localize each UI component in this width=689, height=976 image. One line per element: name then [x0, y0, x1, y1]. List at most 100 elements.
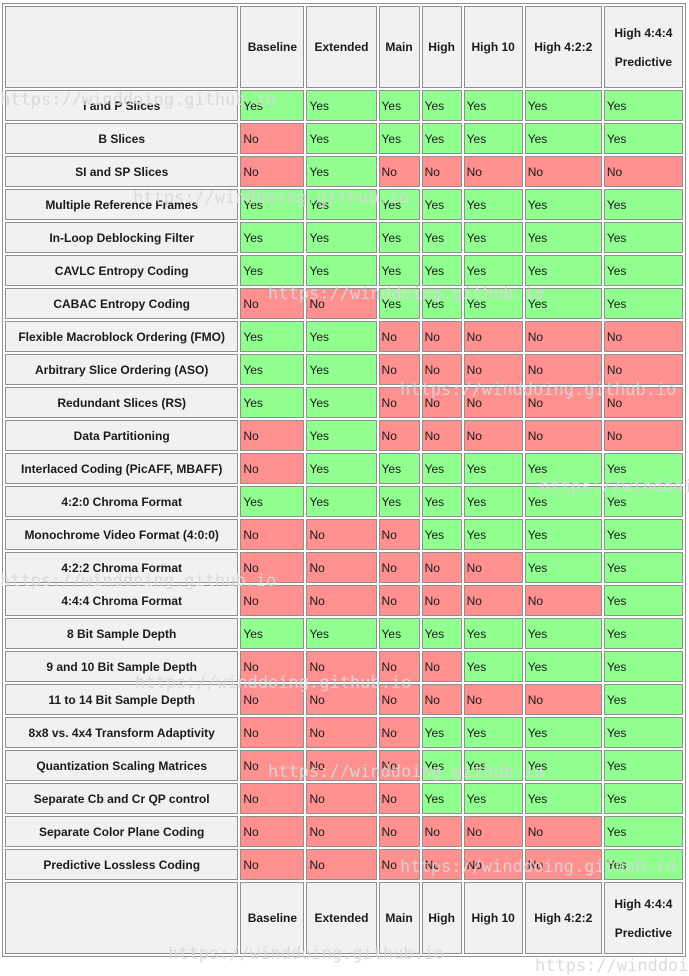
- table-row: Interlaced Coding (PicAFF, MBAFF) No Yes Ye…: [5, 453, 683, 484]
- support-cell-baseline: Yes: [240, 387, 305, 418]
- support-cell-baseline: Yes: [240, 90, 305, 121]
- watermark-text: https://winddoing.github.io: [535, 956, 689, 976]
- support-cell-high-10: No: [463, 849, 523, 880]
- support-cell-extended: Yes: [306, 618, 377, 649]
- support-cell-high: Yes: [421, 123, 462, 154]
- support-cell-extended: No: [306, 651, 377, 682]
- support-cell-high-10: Yes: [463, 222, 523, 253]
- support-cell-baseline: No: [240, 123, 305, 154]
- support-cell-main: No: [378, 717, 420, 748]
- support-cell-high-10: Yes: [463, 519, 523, 550]
- support-cell-high-10: Yes: [463, 486, 523, 517]
- feature-label: CABAC Entropy Coding: [5, 288, 239, 319]
- support-cell-high-422: Yes: [524, 618, 602, 649]
- table-row: 11 to 14 Bit Sample Depth No No No No No No Yes: [5, 684, 683, 715]
- support-cell-main: No: [378, 849, 420, 880]
- support-cell-extended: Yes: [306, 486, 377, 517]
- support-cell-baseline: No: [240, 750, 305, 781]
- support-cell-high: Yes: [421, 288, 462, 319]
- support-cell-high-444-predictive: Yes: [603, 783, 683, 814]
- support-cell-baseline: Yes: [240, 321, 305, 352]
- support-cell-main: Yes: [378, 90, 420, 121]
- table-row: Separate Cb and Cr QP control No No No Yes Ye…: [5, 783, 683, 814]
- feature-label: SI and SP Slices: [5, 156, 239, 187]
- feature-label: In-Loop Deblocking Filter: [5, 222, 239, 253]
- support-cell-high: No: [421, 387, 462, 418]
- support-cell-high-444-predictive: Yes: [603, 255, 683, 286]
- column-header-high-444-predictive: High 4:4:4 Predictive: [603, 6, 683, 88]
- column-header-extended: Extended: [306, 6, 377, 88]
- support-cell-high-444-predictive: Yes: [603, 486, 683, 517]
- table-row: Monochrome Video Format (4:0:0) No No No Yes…: [5, 519, 683, 550]
- support-cell-high: Yes: [421, 618, 462, 649]
- feature-label: 4:2:2 Chroma Format: [5, 552, 239, 583]
- support-cell-high-422: Yes: [524, 519, 602, 550]
- support-cell-high: Yes: [421, 486, 462, 517]
- support-cell-high-422: No: [524, 156, 602, 187]
- support-cell-high-422: Yes: [524, 717, 602, 748]
- support-cell-high-444-predictive: No: [603, 420, 683, 451]
- support-cell-high: No: [421, 354, 462, 385]
- corner-cell: [5, 6, 239, 88]
- support-cell-high-10: Yes: [463, 255, 523, 286]
- support-cell-main: Yes: [378, 288, 420, 319]
- feature-label: Interlaced Coding (PicAFF, MBAFF): [5, 453, 239, 484]
- support-cell-high-10: No: [463, 354, 523, 385]
- support-cell-high-444-predictive: Yes: [603, 552, 683, 583]
- support-cell-high-422: No: [524, 420, 602, 451]
- support-cell-high-444-predictive: Yes: [603, 453, 683, 484]
- support-cell-main: No: [378, 519, 420, 550]
- support-cell-high: Yes: [421, 222, 462, 253]
- support-cell-high-10: Yes: [463, 288, 523, 319]
- support-cell-high-10: No: [463, 816, 523, 847]
- support-cell-high-444-predictive: Yes: [603, 585, 683, 616]
- column-header-high-10: High 10: [463, 882, 523, 954]
- support-cell-high-422: No: [524, 585, 602, 616]
- feature-label: Multiple Reference Frames: [5, 189, 239, 220]
- support-cell-extended: No: [306, 816, 377, 847]
- support-cell-high-444-predictive: Yes: [603, 684, 683, 715]
- support-cell-extended: Yes: [306, 453, 377, 484]
- column-header-high: High: [421, 882, 462, 954]
- table-row: 4:2:0 Chroma Format Yes Yes Yes Yes Yes Yes Yes: [5, 486, 683, 517]
- support-cell-extended: No: [306, 519, 377, 550]
- support-cell-high-10: No: [463, 684, 523, 715]
- support-cell-baseline: Yes: [240, 222, 305, 253]
- table-row: Redundant Slices (RS) Yes Yes No No No No No: [5, 387, 683, 418]
- table-row: CABAC Entropy Coding No No Yes Yes Yes Yes Yes: [5, 288, 683, 319]
- support-cell-main: No: [378, 816, 420, 847]
- support-cell-extended: Yes: [306, 90, 377, 121]
- support-cell-high-422: Yes: [524, 288, 602, 319]
- support-cell-main: No: [378, 321, 420, 352]
- support-cell-high-10: No: [463, 552, 523, 583]
- support-cell-high-444-predictive: No: [603, 156, 683, 187]
- feature-label: 8x8 vs. 4x4 Transform Adaptivity: [5, 717, 239, 748]
- feature-label: Flexible Macroblock Ordering (FMO): [5, 321, 239, 352]
- support-cell-high-444-predictive: Yes: [603, 90, 683, 121]
- feature-label: 9 and 10 Bit Sample Depth: [5, 651, 239, 682]
- support-cell-high-10: No: [463, 156, 523, 187]
- column-header-main: Main: [378, 6, 420, 88]
- support-cell-baseline: No: [240, 552, 305, 583]
- table-row: Quantization Scaling Matrices No No No Yes Ye…: [5, 750, 683, 781]
- table-row: 4:4:4 Chroma Format No No No No No No Yes: [5, 585, 683, 616]
- column-header-high-10: High 10: [463, 6, 523, 88]
- support-cell-main: No: [378, 387, 420, 418]
- table-row: Separate Color Plane Coding No No No No No No Y…: [5, 816, 683, 847]
- support-cell-high-10: No: [463, 387, 523, 418]
- support-cell-high-422: No: [524, 816, 602, 847]
- support-cell-extended: No: [306, 849, 377, 880]
- support-cell-high: No: [421, 816, 462, 847]
- feature-label: 11 to 14 Bit Sample Depth: [5, 684, 239, 715]
- support-cell-high: Yes: [421, 255, 462, 286]
- support-cell-high-422: No: [524, 387, 602, 418]
- support-cell-main: No: [378, 651, 420, 682]
- support-cell-main: Yes: [378, 453, 420, 484]
- support-cell-main: Yes: [378, 123, 420, 154]
- table-row: CAVLC Entropy Coding Yes Yes Yes Yes Yes Yes Ye…: [5, 255, 683, 286]
- feature-label: Quantization Scaling Matrices: [5, 750, 239, 781]
- support-cell-baseline: Yes: [240, 255, 305, 286]
- support-cell-baseline: No: [240, 816, 305, 847]
- support-cell-baseline: Yes: [240, 189, 305, 220]
- table-row: Multiple Reference Frames Yes Yes Yes Yes Yes…: [5, 189, 683, 220]
